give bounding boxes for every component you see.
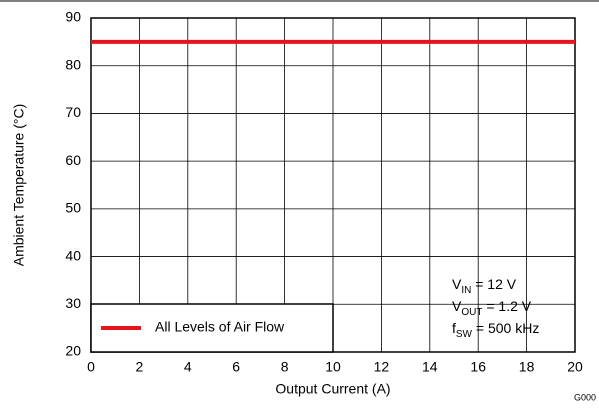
y-tick-label: 80 (65, 56, 81, 72)
annotation: VIN = 12 V (452, 276, 517, 296)
y-axis-label: Ambient Temperature (°C) (11, 104, 27, 267)
annotation-rest: = 500 kHz (472, 320, 539, 336)
annotation-main: V (452, 276, 462, 292)
x-tick-label: 2 (136, 359, 144, 375)
legend-label: All Levels of Air Flow (155, 319, 285, 335)
x-tick-label: 12 (374, 359, 390, 375)
x-tick-label: 6 (232, 359, 240, 375)
annotation-rest: = 1.2 V (482, 298, 531, 314)
x-tick-label: 0 (87, 359, 95, 375)
x-tick-label: 4 (184, 359, 192, 375)
y-tick-label: 70 (65, 104, 81, 120)
x-tick-label: 10 (325, 359, 341, 375)
x-tick-label: 14 (422, 359, 438, 375)
y-tick-label: 50 (65, 200, 81, 216)
annotation-sub: SW (456, 329, 473, 340)
annotation-main: f (452, 320, 456, 336)
figure-code: G000 (574, 392, 596, 402)
annotation-sub: OUT (461, 307, 482, 318)
x-tick-label: 8 (281, 359, 289, 375)
y-tick-label: 20 (65, 343, 81, 359)
y-tick-label: 30 (65, 295, 81, 311)
x-tick-label: 16 (470, 359, 486, 375)
annotation-main: V (452, 298, 462, 314)
annotation-rest: = 12 V (471, 276, 516, 292)
annotation: fSW = 500 kHz (452, 320, 539, 340)
x-axis-label: Output Current (A) (275, 381, 390, 397)
y-tick-label: 90 (65, 9, 81, 25)
y-tick-label: 40 (65, 247, 81, 263)
annotation: VOUT = 1.2 V (452, 298, 532, 318)
x-tick-label: 20 (567, 359, 583, 375)
annotation-sub: IN (461, 285, 471, 296)
x-tick-label: 18 (519, 359, 535, 375)
y-tick-label: 60 (65, 152, 81, 168)
